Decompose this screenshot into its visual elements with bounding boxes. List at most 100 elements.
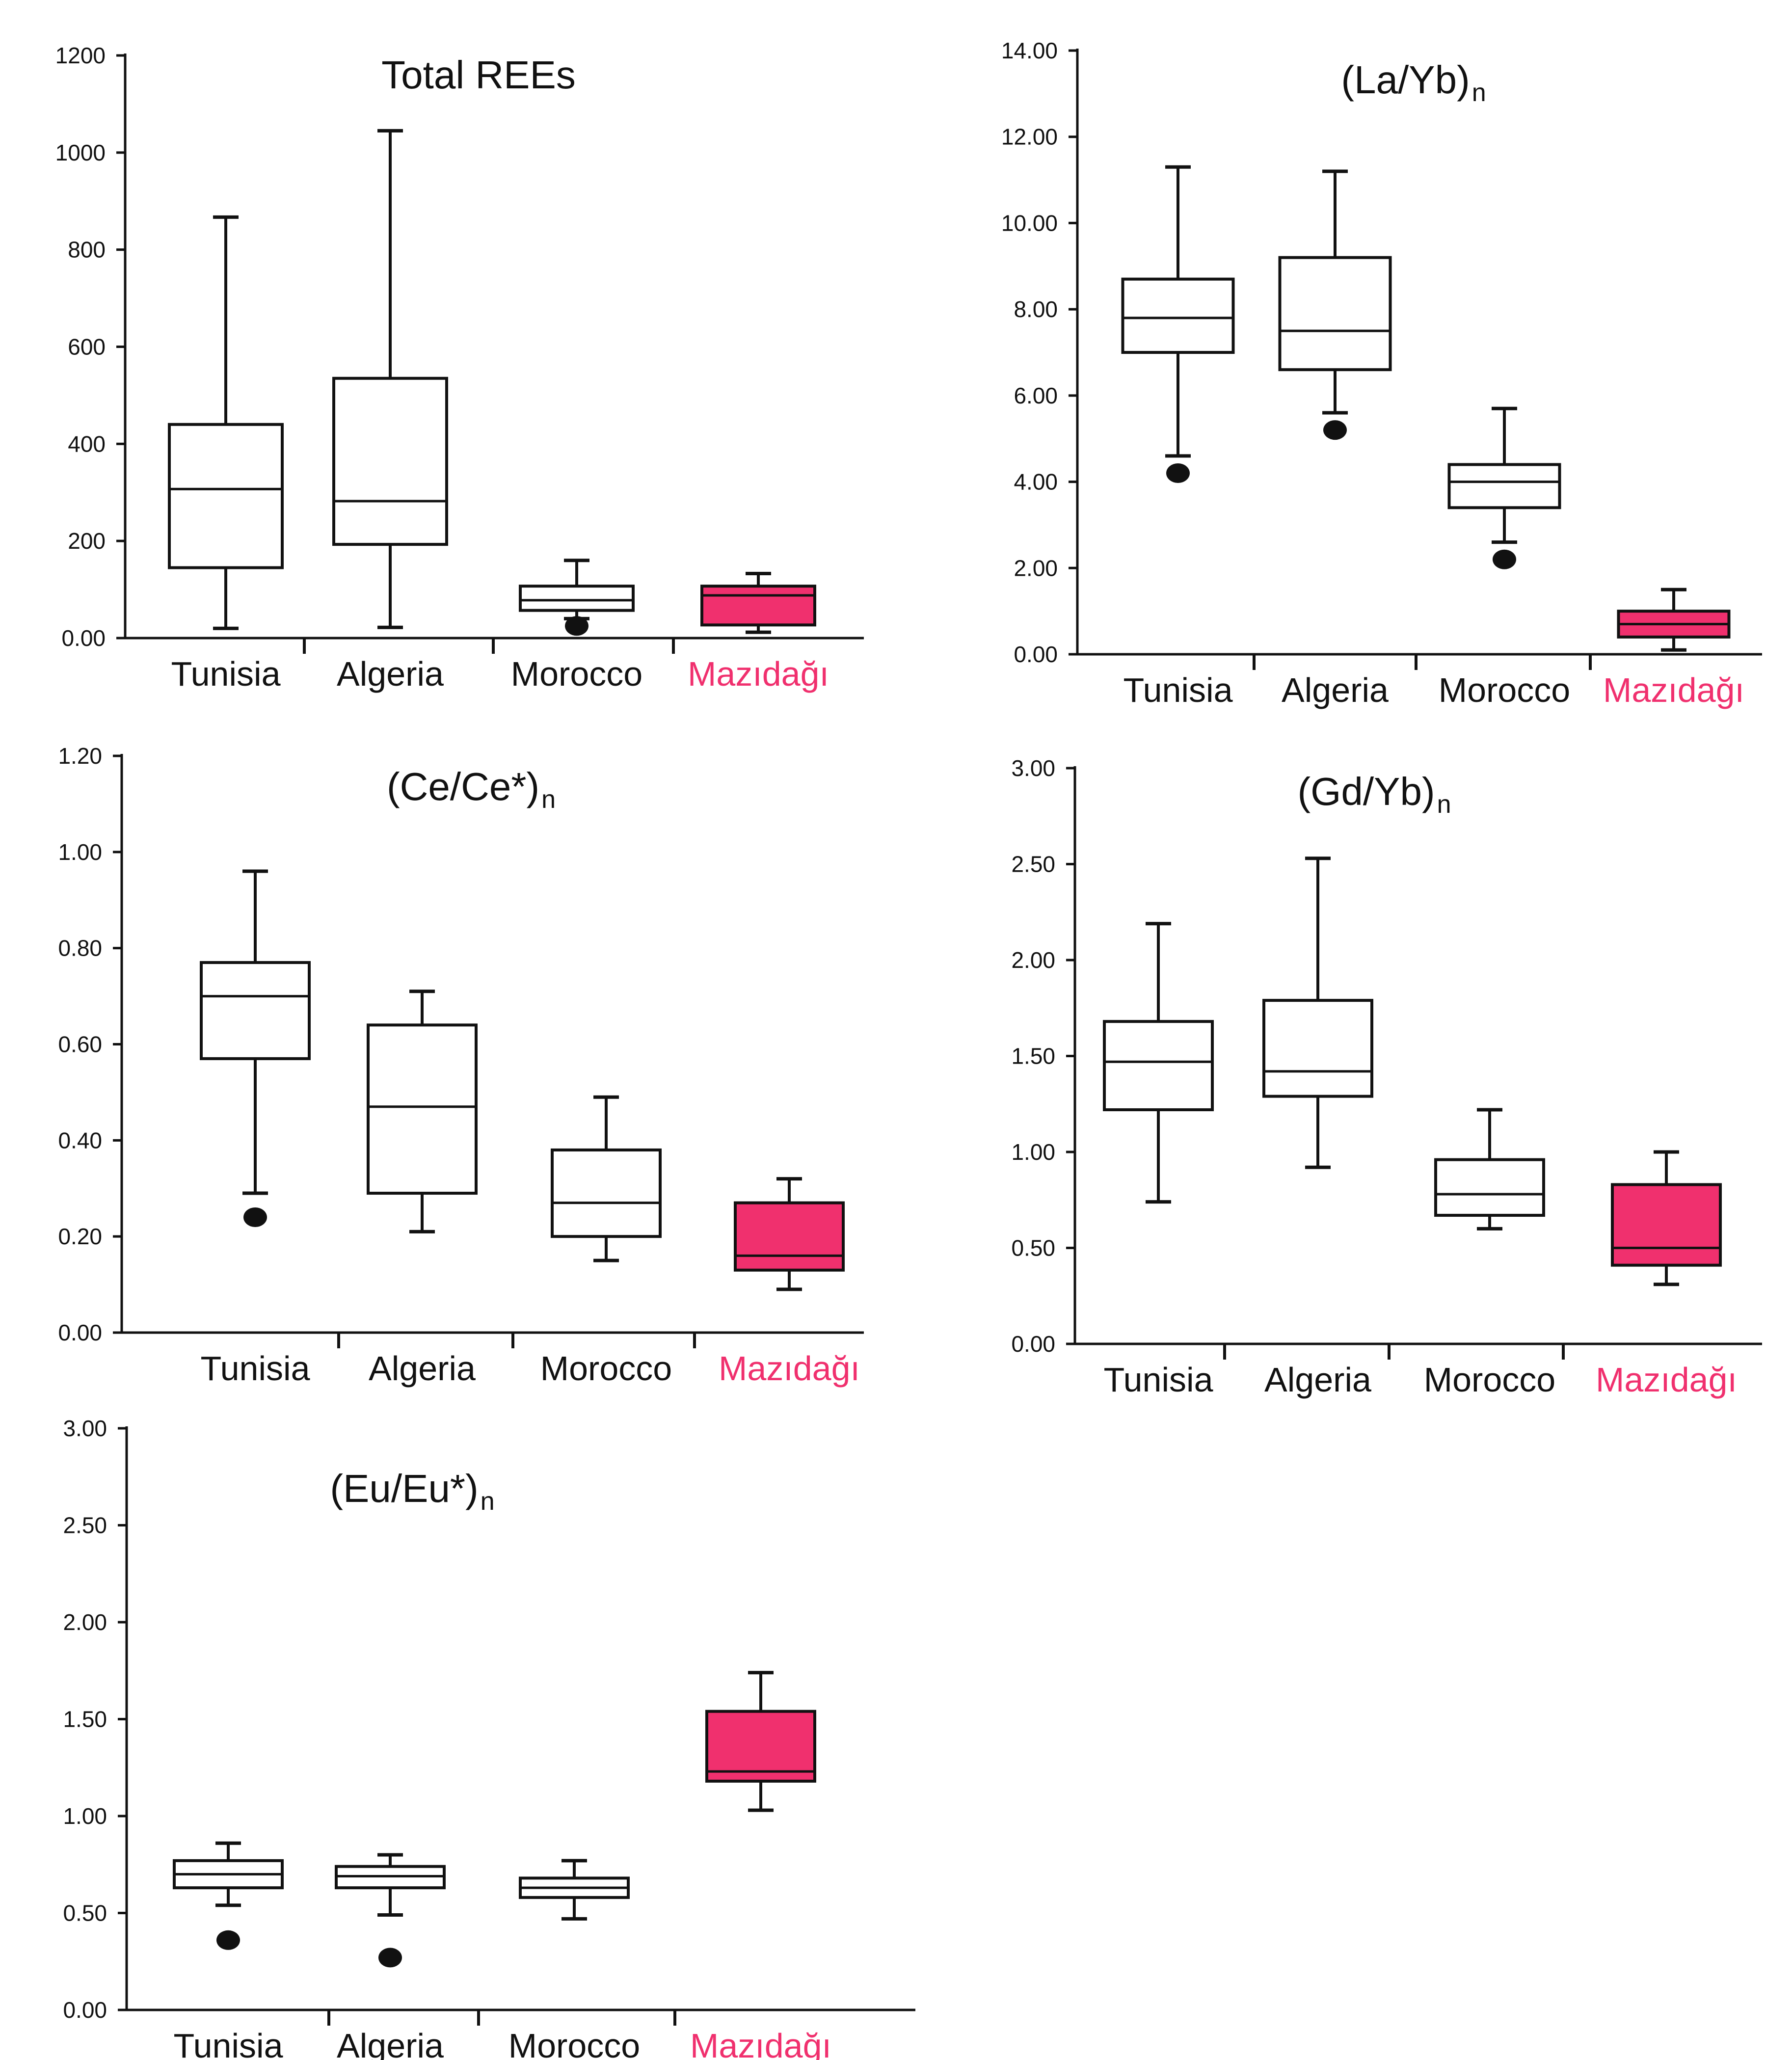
y-tick-label: 600: [68, 334, 106, 360]
y-tick-label: 200: [68, 528, 106, 554]
x-category-label: Mazıdağı: [719, 1349, 860, 1388]
chart-title-subscript: n: [1437, 790, 1451, 819]
x-category-label: Morocco: [508, 2027, 640, 2060]
iqr-box: [367, 1023, 478, 1195]
chart-title-subscript: n: [481, 1487, 495, 1516]
y-tick-label: 8.00: [1014, 296, 1058, 322]
box-tunisia: [168, 215, 284, 630]
box-mazıdağı: [734, 1177, 845, 1291]
y-tick-label: 1.00: [63, 1803, 107, 1829]
iqr-box: [200, 961, 311, 1060]
box-mazıdağı: [1617, 588, 1731, 652]
box-morocco: [519, 559, 635, 636]
x-category-label: Algeria: [337, 655, 444, 693]
box-morocco: [1447, 406, 1561, 569]
y-tick-label: 800: [68, 237, 106, 263]
iqr-box: [1278, 256, 1392, 372]
iqr-box: [1434, 1158, 1545, 1217]
outlier-point: [216, 1930, 240, 1950]
chart-title-subscript: n: [1472, 79, 1486, 107]
box-morocco: [1434, 1108, 1545, 1231]
y-tick-label: 1200: [55, 43, 106, 68]
iqr-box: [1262, 999, 1373, 1098]
iqr-box: [1611, 1183, 1722, 1267]
x-category-label: Mazıdağı: [1596, 1361, 1737, 1399]
y-tick-label: 1.00: [1011, 1139, 1055, 1165]
box-algeria: [335, 1853, 446, 1968]
y-tick-label: 4.00: [1014, 469, 1058, 495]
x-category-label: Algeria: [369, 1349, 476, 1388]
box-algeria: [1278, 169, 1392, 440]
box-morocco: [551, 1095, 662, 1262]
x-category-label: Morocco: [1424, 1361, 1555, 1399]
y-tick-label: 1.00: [58, 839, 102, 865]
x-category-label: Algeria: [1264, 1361, 1371, 1399]
chart-title: (Ce/Ce*)n: [387, 765, 556, 814]
y-tick-label: 2.50: [63, 1513, 107, 1538]
chart-panel-3: 0.00 0.20 0.40 0.60 0.80 1.00 1.20 (Ce/Ce*)n Tun…: [58, 743, 864, 1388]
chart-title-subscript: n: [541, 785, 556, 814]
y-tick-label: 0.50: [63, 1900, 107, 1926]
x-category-label: Mazıdağı: [690, 2027, 831, 2060]
box-algeria: [367, 990, 478, 1233]
box-tunisia: [173, 1841, 284, 1950]
y-tick-label: 400: [68, 431, 106, 456]
chart-panel-1: 0.00 200 400 600 800 1000 1200 Total REEs Tunisi…: [55, 43, 864, 693]
iqr-box: [1121, 277, 1235, 354]
chart-title: (La/Yb)n: [1341, 58, 1486, 107]
y-tick-label: 6.00: [1014, 383, 1058, 408]
iqr-box: [1103, 1020, 1214, 1111]
y-tick-label: 2.00: [63, 1609, 107, 1635]
x-category-label: Algeria: [337, 2027, 444, 2060]
y-tick-label: 2.00: [1014, 555, 1058, 581]
y-tick-label: 0.20: [58, 1224, 102, 1249]
outlier-point: [1323, 420, 1347, 440]
y-tick-label: 10.00: [1001, 210, 1058, 236]
box-mazıdağı: [700, 571, 816, 634]
y-tick-label: 0.00: [1014, 642, 1058, 667]
y-tick-label: 0.50: [1011, 1235, 1055, 1261]
x-category-label: Algeria: [1282, 671, 1389, 709]
outlier-point: [565, 616, 588, 636]
x-category-label: Morocco: [511, 655, 642, 693]
iqr-box: [519, 585, 635, 612]
outlier-point: [1493, 549, 1516, 569]
chart-panel-4: 0.00 0.50 1.00 1.50 2.00 2.50 3.00 (Gd/Yb)n Tuni…: [1011, 755, 1762, 1399]
y-tick-label: 0.40: [58, 1127, 102, 1153]
iqr-box: [551, 1148, 662, 1238]
iqr-box: [700, 585, 816, 627]
chart-title: (Eu/Eu*)n: [330, 1467, 494, 1516]
iqr-box: [705, 1710, 816, 1783]
chart-panel-5: 0.00 0.50 1.00 1.50 2.00 2.50 3.00 (Eu/Eu*)n Tun…: [63, 1416, 915, 2060]
y-tick-label: 1000: [55, 140, 106, 165]
chart-panel-2: 0.00 2.00 4.00 6.00 8.00 10.00 12.00 14.00 (La/Y…: [1001, 38, 1762, 709]
y-tick-label: 0.00: [1011, 1331, 1055, 1357]
iqr-box: [1447, 463, 1561, 509]
box-algeria: [1262, 856, 1373, 1169]
x-category-label: Tunisia: [1123, 671, 1232, 709]
x-category-label: Tunisia: [200, 1349, 310, 1388]
box-tunisia: [1121, 165, 1235, 483]
box-mazıdağı: [705, 1671, 816, 1812]
box-algeria: [332, 129, 448, 629]
x-category-label: Mazıdağı: [688, 655, 829, 693]
iqr-box: [332, 376, 448, 546]
y-tick-label: 2.50: [1011, 852, 1055, 877]
y-tick-label: 14.00: [1001, 38, 1058, 63]
y-tick-label: 12.00: [1001, 124, 1058, 150]
y-tick-label: 0.80: [58, 936, 102, 961]
y-tick-label: 0.00: [63, 1997, 107, 2023]
y-tick-label: 1.50: [63, 1707, 107, 1732]
x-category-label: Morocco: [1439, 671, 1570, 709]
box-tunisia: [1103, 922, 1214, 1204]
y-tick-label: 1.20: [58, 743, 102, 769]
iqr-box: [168, 423, 284, 569]
y-tick-label: 2.00: [1011, 947, 1055, 973]
y-tick-label: 1.50: [1011, 1043, 1055, 1069]
outlier-point: [378, 1948, 402, 1968]
outlier-point: [243, 1207, 267, 1227]
box-morocco: [519, 1859, 630, 1921]
x-category-label: Tunisia: [171, 655, 280, 693]
x-category-label: Tunisia: [1103, 1361, 1213, 1399]
